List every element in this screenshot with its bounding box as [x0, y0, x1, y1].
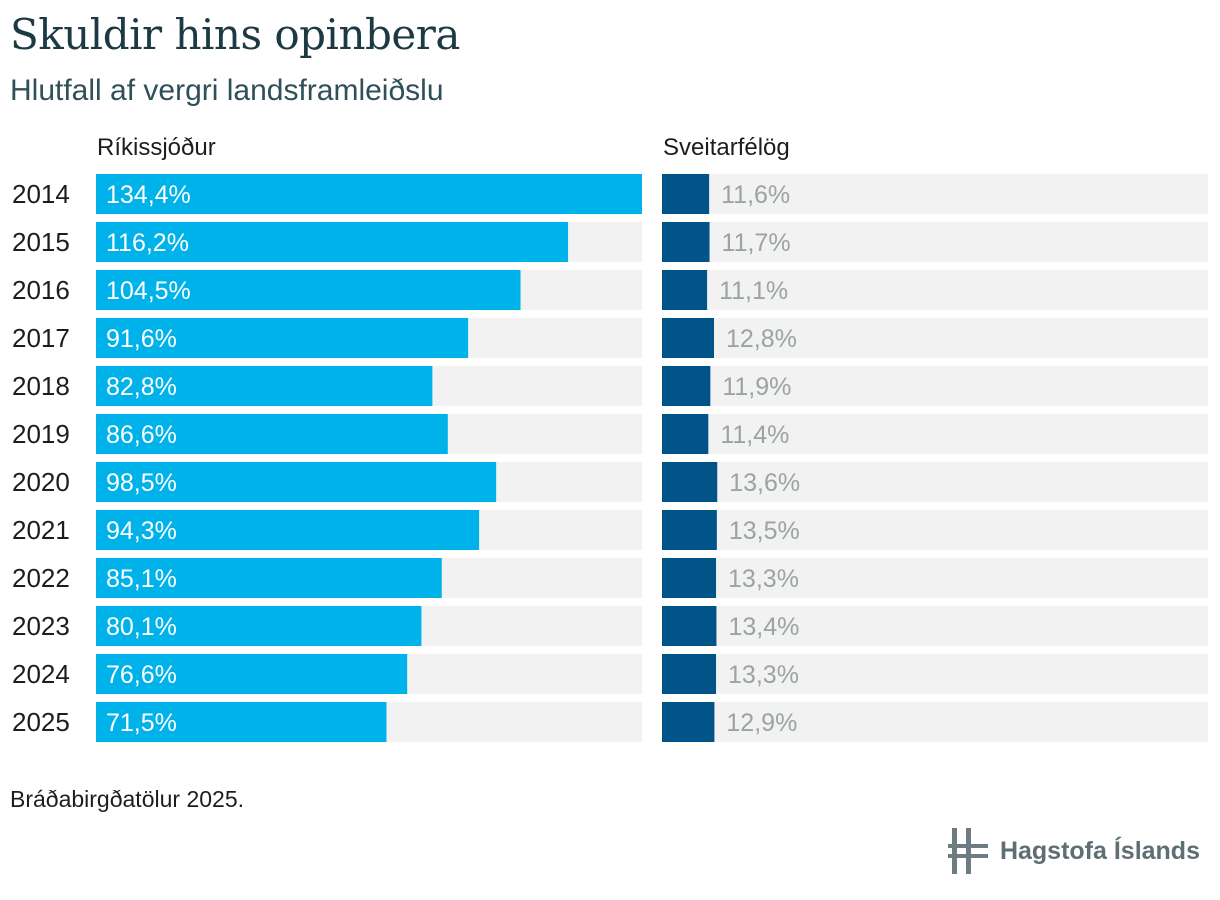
bar-municipal	[662, 366, 711, 406]
value-label-state: 86,6%	[106, 421, 177, 449]
bar-municipal	[662, 462, 718, 502]
bar-track-municipal	[662, 462, 1208, 502]
bar-state	[96, 558, 442, 598]
year-label: 2014	[12, 179, 70, 209]
value-label-state: 104,5%	[106, 277, 191, 305]
bar-chart: 2014 134,4% 11,6% 2015 116,2% 11,7% 2016 104,5%…	[12, 174, 1208, 742]
year-label: 2024	[12, 659, 70, 689]
value-label-municipal: 11,4%	[720, 421, 789, 449]
value-label-municipal: 13,4%	[728, 613, 799, 641]
bar-state	[96, 174, 642, 214]
value-label-state: 85,1%	[106, 565, 177, 593]
year-label: 2016	[12, 275, 70, 305]
bar-track-municipal	[662, 414, 1208, 454]
value-label-state: 76,6%	[106, 661, 177, 689]
bar-municipal	[662, 414, 709, 454]
bar-state	[96, 702, 387, 742]
year-label: 2022	[12, 563, 70, 593]
bar-track-municipal	[662, 174, 1208, 214]
footnote: Bráðabirgðatölur 2025.	[10, 786, 244, 812]
bar-track-municipal	[662, 366, 1208, 406]
bar-municipal	[662, 510, 717, 550]
panel-title-municipal: Sveitarfélög	[663, 134, 790, 161]
value-label-municipal: 12,9%	[726, 709, 797, 737]
bar-state	[96, 606, 422, 646]
year-label: 2025	[12, 707, 70, 737]
year-label: 2023	[12, 611, 70, 641]
value-label-state: 98,5%	[106, 469, 177, 497]
year-label: 2021	[12, 515, 70, 545]
bar-state	[96, 222, 569, 262]
value-label-municipal: 11,1%	[719, 277, 788, 305]
bar-state	[96, 270, 521, 310]
bar-municipal	[662, 558, 717, 598]
bar-municipal	[662, 222, 710, 262]
bar-municipal	[662, 606, 717, 646]
year-label: 2018	[12, 371, 70, 401]
value-label-state: 94,3%	[106, 517, 177, 545]
bar-state	[96, 414, 448, 454]
bar-track-municipal	[662, 702, 1208, 742]
chart-subtitle: Hlutfall af vergri landsframleiðslu	[10, 74, 444, 107]
bar-state	[96, 366, 433, 406]
bar-track-municipal	[662, 654, 1208, 694]
value-label-municipal: 11,7%	[722, 229, 791, 257]
value-label-municipal: 13,5%	[729, 517, 800, 545]
hagstofa-logo-icon	[947, 828, 988, 874]
value-label-municipal: 13,3%	[728, 661, 799, 689]
bar-track-municipal	[662, 222, 1208, 262]
bar-track-municipal	[662, 510, 1208, 550]
value-label-state: 91,6%	[106, 325, 177, 353]
year-label: 2020	[12, 467, 70, 497]
bar-municipal	[662, 702, 715, 742]
chart-title: Skuldir hins opinbera	[10, 10, 460, 59]
year-label: 2015	[12, 227, 70, 257]
bar-municipal	[662, 654, 717, 694]
bar-track-municipal	[662, 606, 1208, 646]
bar-state	[96, 462, 497, 502]
value-label-state: 71,5%	[106, 709, 177, 737]
value-label-state: 116,2%	[106, 229, 189, 257]
bar-municipal	[662, 318, 714, 358]
value-label-state: 80,1%	[106, 613, 177, 641]
value-label-state: 82,8%	[106, 373, 177, 401]
bar-track-municipal	[662, 558, 1208, 598]
bar-municipal	[662, 174, 710, 214]
value-label-municipal: 13,6%	[729, 469, 800, 497]
brand-logo: Hagstofa Íslands	[947, 826, 1200, 876]
value-label-municipal: 12,8%	[726, 325, 797, 353]
value-label-municipal: 11,9%	[722, 373, 791, 401]
value-label-municipal: 11,6%	[721, 181, 790, 209]
panel-title-state: Ríkissjóður	[97, 134, 216, 161]
year-label: 2017	[12, 323, 70, 353]
year-label: 2019	[12, 419, 70, 449]
bar-municipal	[662, 270, 708, 310]
bar-state	[96, 318, 469, 358]
bar-state	[96, 654, 408, 694]
bar-track-municipal	[662, 270, 1208, 310]
value-label-municipal: 13,3%	[728, 565, 799, 593]
brand-name: Hagstofa Íslands	[999, 836, 1200, 865]
bar-state	[96, 510, 480, 550]
bar-track-municipal	[662, 318, 1208, 358]
value-label-state: 134,4%	[106, 181, 191, 209]
